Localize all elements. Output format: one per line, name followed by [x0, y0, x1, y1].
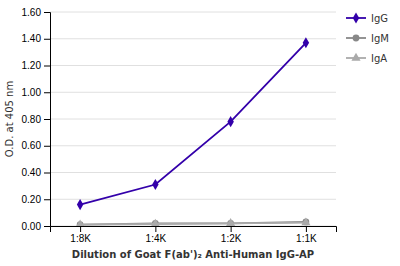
x-tick-label: 1:8K [70, 233, 91, 244]
x-tick-mark [306, 226, 307, 232]
y-tick-mark [44, 199, 50, 200]
x-axis-title: Dilution of Goat F(ab')₂ Anti-Human IgG-… [72, 249, 314, 260]
grid-line [50, 172, 336, 173]
y-tick-label: 0.60 [22, 140, 42, 151]
marks [76, 37, 311, 226]
legend-swatch-marker [353, 35, 360, 42]
legend-label: IgA [371, 53, 387, 64]
legend-item: IgG [346, 12, 388, 23]
y-tick: 1.00 [22, 87, 50, 98]
y-tick-mark [44, 39, 50, 40]
y-tick-mark [44, 173, 50, 174]
y-tick-label: 0.40 [22, 167, 42, 178]
series-marker [303, 37, 309, 48]
x-tick-label: 1:1K [296, 233, 317, 244]
x-tick-mark [155, 226, 156, 232]
y-tick-label: 1.40 [22, 33, 42, 44]
x-tick-label: 1:2K [221, 233, 242, 244]
grid-line [50, 65, 336, 66]
legend-item: IgM [346, 33, 389, 44]
series-marker [226, 218, 235, 226]
x-tick: 1:1K [296, 226, 317, 244]
x-tick: 1:8K [70, 226, 91, 244]
grid-line [50, 199, 336, 200]
series-line [80, 222, 306, 225]
x-tick-mark [231, 226, 232, 232]
series-marker [151, 219, 160, 226]
grid-line [50, 119, 336, 120]
y-axis-title: O.D. at 405 nm [4, 81, 15, 157]
series [76, 217, 311, 226]
legend: IgG IgM IgA [346, 12, 389, 63]
grid [50, 12, 336, 226]
y-tick-mark [44, 12, 50, 13]
grid-line [50, 12, 336, 13]
y-tick-mark [44, 146, 50, 147]
legend-swatch-marker [351, 53, 360, 61]
y-tick-mark [44, 66, 50, 67]
y-tick-label: 0.80 [22, 114, 42, 125]
y-tick: 1.60 [22, 7, 50, 18]
y-axis-line [44, 13, 51, 227]
x-axis: 1:8K 1:4K 1:2K 1:1K [51, 226, 337, 244]
y-tick: 1.40 [22, 33, 50, 44]
x-axis-line [51, 227, 337, 233]
series-marker [76, 219, 85, 226]
series-marker [77, 199, 83, 210]
grid-line [50, 38, 336, 39]
series [77, 219, 310, 226]
y-tick-label: 1.00 [22, 87, 42, 98]
series-marker [301, 217, 310, 225]
legend-label: IgG [371, 13, 388, 24]
y-tick-label: 0.20 [22, 194, 42, 205]
series-line [80, 43, 306, 205]
y-tick-mark [44, 92, 50, 93]
series [77, 37, 309, 210]
plot-area: 0.00 0.20 0.40 0.60 0.80 1.00 1.20 1.40 1.60 1:8K… [22, 7, 337, 244]
y-tick: 0.40 [22, 167, 50, 178]
series-marker [152, 179, 158, 190]
grid-line [50, 92, 336, 93]
x-tick-mark [80, 226, 81, 232]
legend-item: IgA [346, 53, 387, 64]
grid-line [50, 145, 336, 146]
y-tick-label: 0.00 [22, 221, 42, 232]
y-tick: 0.20 [22, 194, 50, 205]
chart: 0.00 0.20 0.40 0.60 0.80 1.00 1.20 1.40 1.60 1:8K… [0, 0, 400, 266]
series-marker [227, 116, 233, 127]
y-tick-mark [44, 226, 50, 227]
y-tick: 0.80 [22, 114, 50, 125]
y-tick-mark [44, 119, 50, 120]
y-axis: 0.00 0.20 0.40 0.60 0.80 1.00 1.20 1.40 1.60 [22, 7, 51, 232]
x-tick-label: 1:4K [146, 233, 167, 244]
series-line [80, 223, 306, 225]
legend-swatch-marker [353, 12, 359, 23]
y-tick: 1.20 [22, 60, 50, 71]
x-tick: 1:2K [221, 226, 242, 244]
x-tick: 1:4K [146, 226, 167, 244]
y-tick-label: 1.60 [22, 7, 42, 18]
y-tick: 0.60 [22, 140, 50, 151]
legend-label: IgM [371, 33, 389, 44]
y-tick: 0.00 [22, 221, 50, 232]
y-tick-label: 1.20 [22, 60, 42, 71]
